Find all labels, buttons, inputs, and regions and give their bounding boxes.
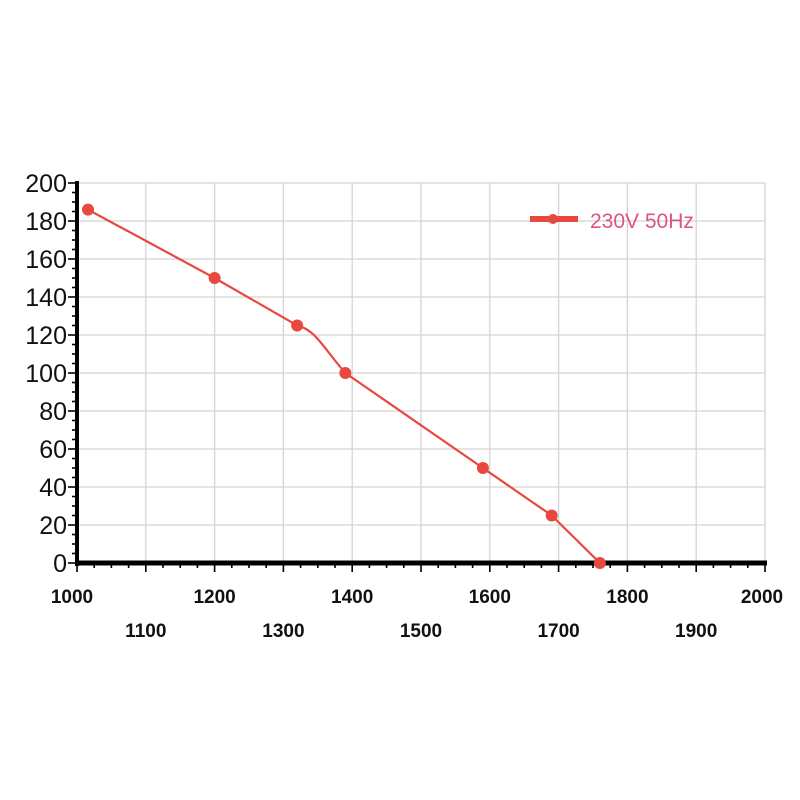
x-tick-labels: 1000 1200 1400 1600 1800 2000 1100 1300 1500 1700… <box>51 587 783 642</box>
y-tick-label: 120 <box>25 322 67 350</box>
x-tick-label: 1300 <box>262 621 304 642</box>
y-tick-label: 140 <box>25 284 67 312</box>
x-tick-label: 1800 <box>606 587 648 608</box>
data-point <box>476 462 489 474</box>
y-tick-labels: 0 20 40 60 80 100 120 140 160 180 200 <box>25 170 67 578</box>
series-layer <box>82 203 606 569</box>
legend-swatch-marker <box>548 214 558 224</box>
y-tick-label: 60 <box>39 436 67 464</box>
x-tick-label: 1700 <box>537 621 579 642</box>
grid-lines <box>76 182 766 564</box>
x-tick-label: 1000 <box>51 587 93 608</box>
legend-label-230v-50hz: 230V 50Hz <box>590 210 694 233</box>
x-tick-label: 2000 <box>741 587 783 608</box>
data-point <box>82 203 95 216</box>
y-tick-label: 180 <box>25 208 67 236</box>
data-point <box>208 272 221 284</box>
x-tick-label: 1100 <box>125 621 166 642</box>
y-tick-label: 160 <box>25 246 67 274</box>
y-tick-label: 80 <box>39 398 67 426</box>
y-tick-label: 0 <box>53 550 67 578</box>
y-tick-label: 20 <box>39 512 67 540</box>
data-point <box>339 367 352 379</box>
data-point <box>593 557 606 569</box>
y-tick-label: 100 <box>25 360 67 388</box>
x-tick-label: 1500 <box>400 621 442 642</box>
x-tick-label: 1400 <box>331 587 373 608</box>
series-line-230v-50hz <box>87 208 601 564</box>
legend: 230V 50Hz <box>530 210 694 233</box>
y-tick-label: 200 <box>25 170 67 198</box>
data-point <box>545 509 558 522</box>
x-tick-label: 1200 <box>193 587 235 608</box>
data-point <box>291 319 304 332</box>
y-tick-label: 40 <box>39 474 67 502</box>
x-tick-label: 1600 <box>469 587 511 608</box>
x-tick-label: 1900 <box>675 621 717 642</box>
axes <box>68 181 767 572</box>
